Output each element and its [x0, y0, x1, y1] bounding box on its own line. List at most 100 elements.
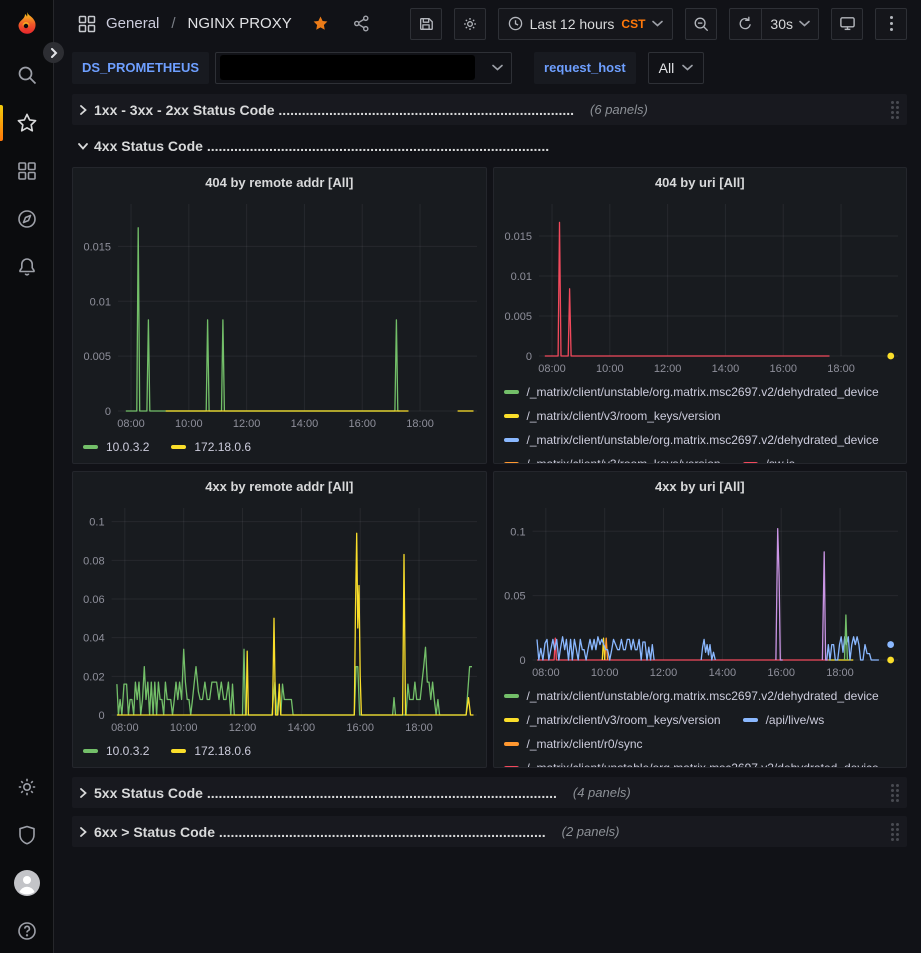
clock-icon — [508, 16, 523, 31]
time-series-chart[interactable]: 08:00 10:00 12:00 14:00 16:00 18:00 0 0.05 0.1 — [494, 500, 907, 682]
sidebar-item-dashboards[interactable] — [0, 159, 53, 183]
refresh-button[interactable] — [730, 9, 761, 39]
legend-label: 10.0.3.2 — [106, 744, 150, 758]
legend-row: /_matrix/client/unstable/org.matrix.msc2… — [503, 428, 907, 452]
legend-label: 172.18.0.6 — [194, 440, 252, 454]
sidebar-item-starred[interactable] — [0, 105, 53, 141]
svg-text:14:00: 14:00 — [288, 722, 316, 734]
row-5xx-status-code[interactable]: 5xx Status Code ........................… — [72, 777, 907, 808]
legend-item[interactable]: /_matrix/client/unstable/org.matrix.msc2… — [503, 433, 879, 447]
svg-text:0.06: 0.06 — [83, 594, 104, 606]
legend-swatch — [503, 462, 519, 463]
sidebar-expand-button[interactable] — [43, 42, 64, 63]
legend-item[interactable]: /sw.js — [742, 457, 795, 464]
time-range-picker[interactable]: Last 12 hours CST — [497, 7, 674, 40]
row-6xx-status-code[interactable]: 6xx > Status Code ......................… — [72, 816, 907, 847]
drag-handle[interactable] — [891, 822, 899, 841]
favorite-star-icon[interactable] — [312, 15, 329, 32]
legend-item[interactable]: /_matrix/client/unstable/org.matrix.msc2… — [503, 761, 879, 767]
row-title: 4xx Status Code ........................… — [94, 138, 550, 154]
svg-text:18:00: 18:00 — [405, 722, 433, 734]
share-icon[interactable] — [353, 15, 370, 32]
avatar — [13, 870, 40, 896]
legend-swatch — [83, 749, 98, 753]
time-series-chart[interactable]: 08:00 10:00 12:00 14:00 16:00 18:00 0 0.005 0.01… — [494, 196, 907, 378]
legend-row: /_matrix/client/unstable/org.matrix.msc2… — [503, 684, 907, 708]
chevron-down-icon — [652, 20, 664, 27]
legend-item[interactable]: 172.18.0.6 — [171, 440, 251, 454]
legend-item[interactable]: /_matrix/client/unstable/org.matrix.msc2… — [503, 385, 879, 399]
sidebar-item-explore[interactable] — [0, 207, 53, 231]
more-options-button[interactable] — [875, 7, 907, 40]
panel-title[interactable]: 404 by uri [All] — [654, 174, 745, 190]
dashboard-settings-button[interactable] — [453, 7, 486, 40]
svg-text:10:00: 10:00 — [175, 418, 203, 430]
svg-text:0.015: 0.015 — [504, 231, 532, 243]
breadcrumb-separator: / — [171, 15, 176, 32]
legend-swatch — [171, 749, 187, 753]
grafana-logo-icon[interactable] — [12, 9, 42, 39]
legend-row: /_matrix/client/v3/room_keys/version/sw.… — [503, 452, 907, 464]
svg-text:12:00: 12:00 — [233, 418, 261, 430]
svg-text:18:00: 18:00 — [827, 363, 855, 375]
legend-row: /_matrix/client/r0/sync — [503, 732, 907, 756]
drag-handle[interactable] — [891, 100, 899, 119]
sidebar — [0, 0, 54, 953]
legend-label: 10.0.3.2 — [106, 440, 150, 454]
search-icon — [16, 64, 38, 86]
save-dashboard-button[interactable] — [409, 7, 442, 40]
sidebar-item-configuration[interactable] — [0, 775, 53, 799]
legend-item[interactable]: /_matrix/client/v3/room_keys/version — [503, 457, 721, 463]
sidebar-item-profile[interactable] — [0, 870, 53, 896]
legend-label: /_matrix/client/v3/room_keys/version — [526, 409, 721, 423]
timezone-label: CST — [621, 16, 646, 31]
sidebar-item-search[interactable] — [0, 63, 53, 87]
chevron-down-icon — [78, 141, 88, 151]
row-1xx-3xx-2xx-status-code[interactable]: 1xx - 3xx - 2xx Status Code ............… — [72, 94, 907, 125]
legend-label: /_matrix/client/unstable/org.matrix.msc2… — [526, 689, 879, 703]
legend-item[interactable]: 10.0.3.2 — [83, 744, 149, 758]
legend-item[interactable]: /_matrix/client/v3/room_keys/version — [503, 713, 721, 727]
svg-text:0.04: 0.04 — [83, 633, 104, 645]
time-series-chart[interactable]: 08:00 10:00 12:00 14:00 16:00 18:00 0 0.02 0.04 0… — [73, 500, 486, 737]
sidebar-item-alerting[interactable] — [0, 255, 53, 279]
sidebar-item-help[interactable] — [0, 919, 53, 943]
sidebar-item-server-admin[interactable] — [0, 823, 53, 847]
legend-label: /sw.js — [765, 457, 795, 464]
panel-title[interactable]: 4xx by uri [All] — [654, 478, 745, 494]
breadcrumb-folder[interactable]: General — [106, 15, 160, 32]
legend-row: 10.0.3.2 172.18.0.6 — [83, 739, 486, 763]
svg-text:16:00: 16:00 — [767, 667, 795, 679]
variable-label-request-host: request_host — [534, 51, 636, 84]
sidebar-bottom-items — [0, 775, 53, 953]
panel-legend: 10.0.3.2 172.18.0.6 — [73, 737, 486, 763]
refresh-interval-picker[interactable]: 30s — [761, 8, 818, 39]
refresh-icon — [738, 16, 753, 31]
legend-item[interactable]: /api/live/ws — [742, 713, 824, 727]
panel-legend: /_matrix/client/unstable/org.matrix.msc2… — [494, 682, 907, 767]
time-series-chart[interactable]: 08:00 10:00 12:00 14:00 16:00 18:00 0 0.005 0.01… — [73, 196, 486, 433]
row-4xx-status-code[interactable]: 4xx Status Code ........................… — [72, 133, 907, 159]
legend-item[interactable]: 10.0.3.2 — [83, 440, 149, 454]
svg-text:12:00: 12:00 — [649, 667, 677, 679]
chevron-right-icon — [78, 826, 88, 837]
legend-item[interactable]: 172.18.0.6 — [171, 744, 251, 758]
cycle-view-mode-button[interactable] — [831, 7, 863, 40]
svg-text:16:00: 16:00 — [348, 418, 376, 430]
legend-item[interactable]: /_matrix/client/unstable/org.matrix.msc2… — [503, 689, 879, 703]
svg-text:12:00: 12:00 — [229, 722, 257, 734]
variable-dropdown-request-host[interactable]: All — [647, 51, 705, 84]
gear-icon — [462, 16, 478, 32]
svg-text:0.05: 0.05 — [504, 591, 525, 603]
panel-404-by-uri: 404 by uri [All] 08:00 10:00 12:00 14:00 16:… — [492, 167, 907, 464]
svg-text:10:00: 10:00 — [170, 722, 198, 734]
panel-title[interactable]: 404 by remote addr [All] — [205, 174, 354, 190]
zoom-out-button[interactable] — [685, 7, 718, 40]
legend-item[interactable]: /_matrix/client/v3/room_keys/version — [503, 409, 721, 423]
drag-handle[interactable] — [891, 783, 899, 802]
variable-dropdown-ds-prometheus[interactable] — [215, 51, 513, 84]
panel-4xx-by-remote-addr: 4xx by remote addr [All] 08:00 10:00 12:00… — [72, 471, 487, 768]
panel-title[interactable]: 4xx by remote addr [All] — [205, 478, 354, 494]
legend-item[interactable]: /_matrix/client/r0/sync — [503, 737, 643, 751]
chevron-down-icon — [492, 64, 503, 71]
